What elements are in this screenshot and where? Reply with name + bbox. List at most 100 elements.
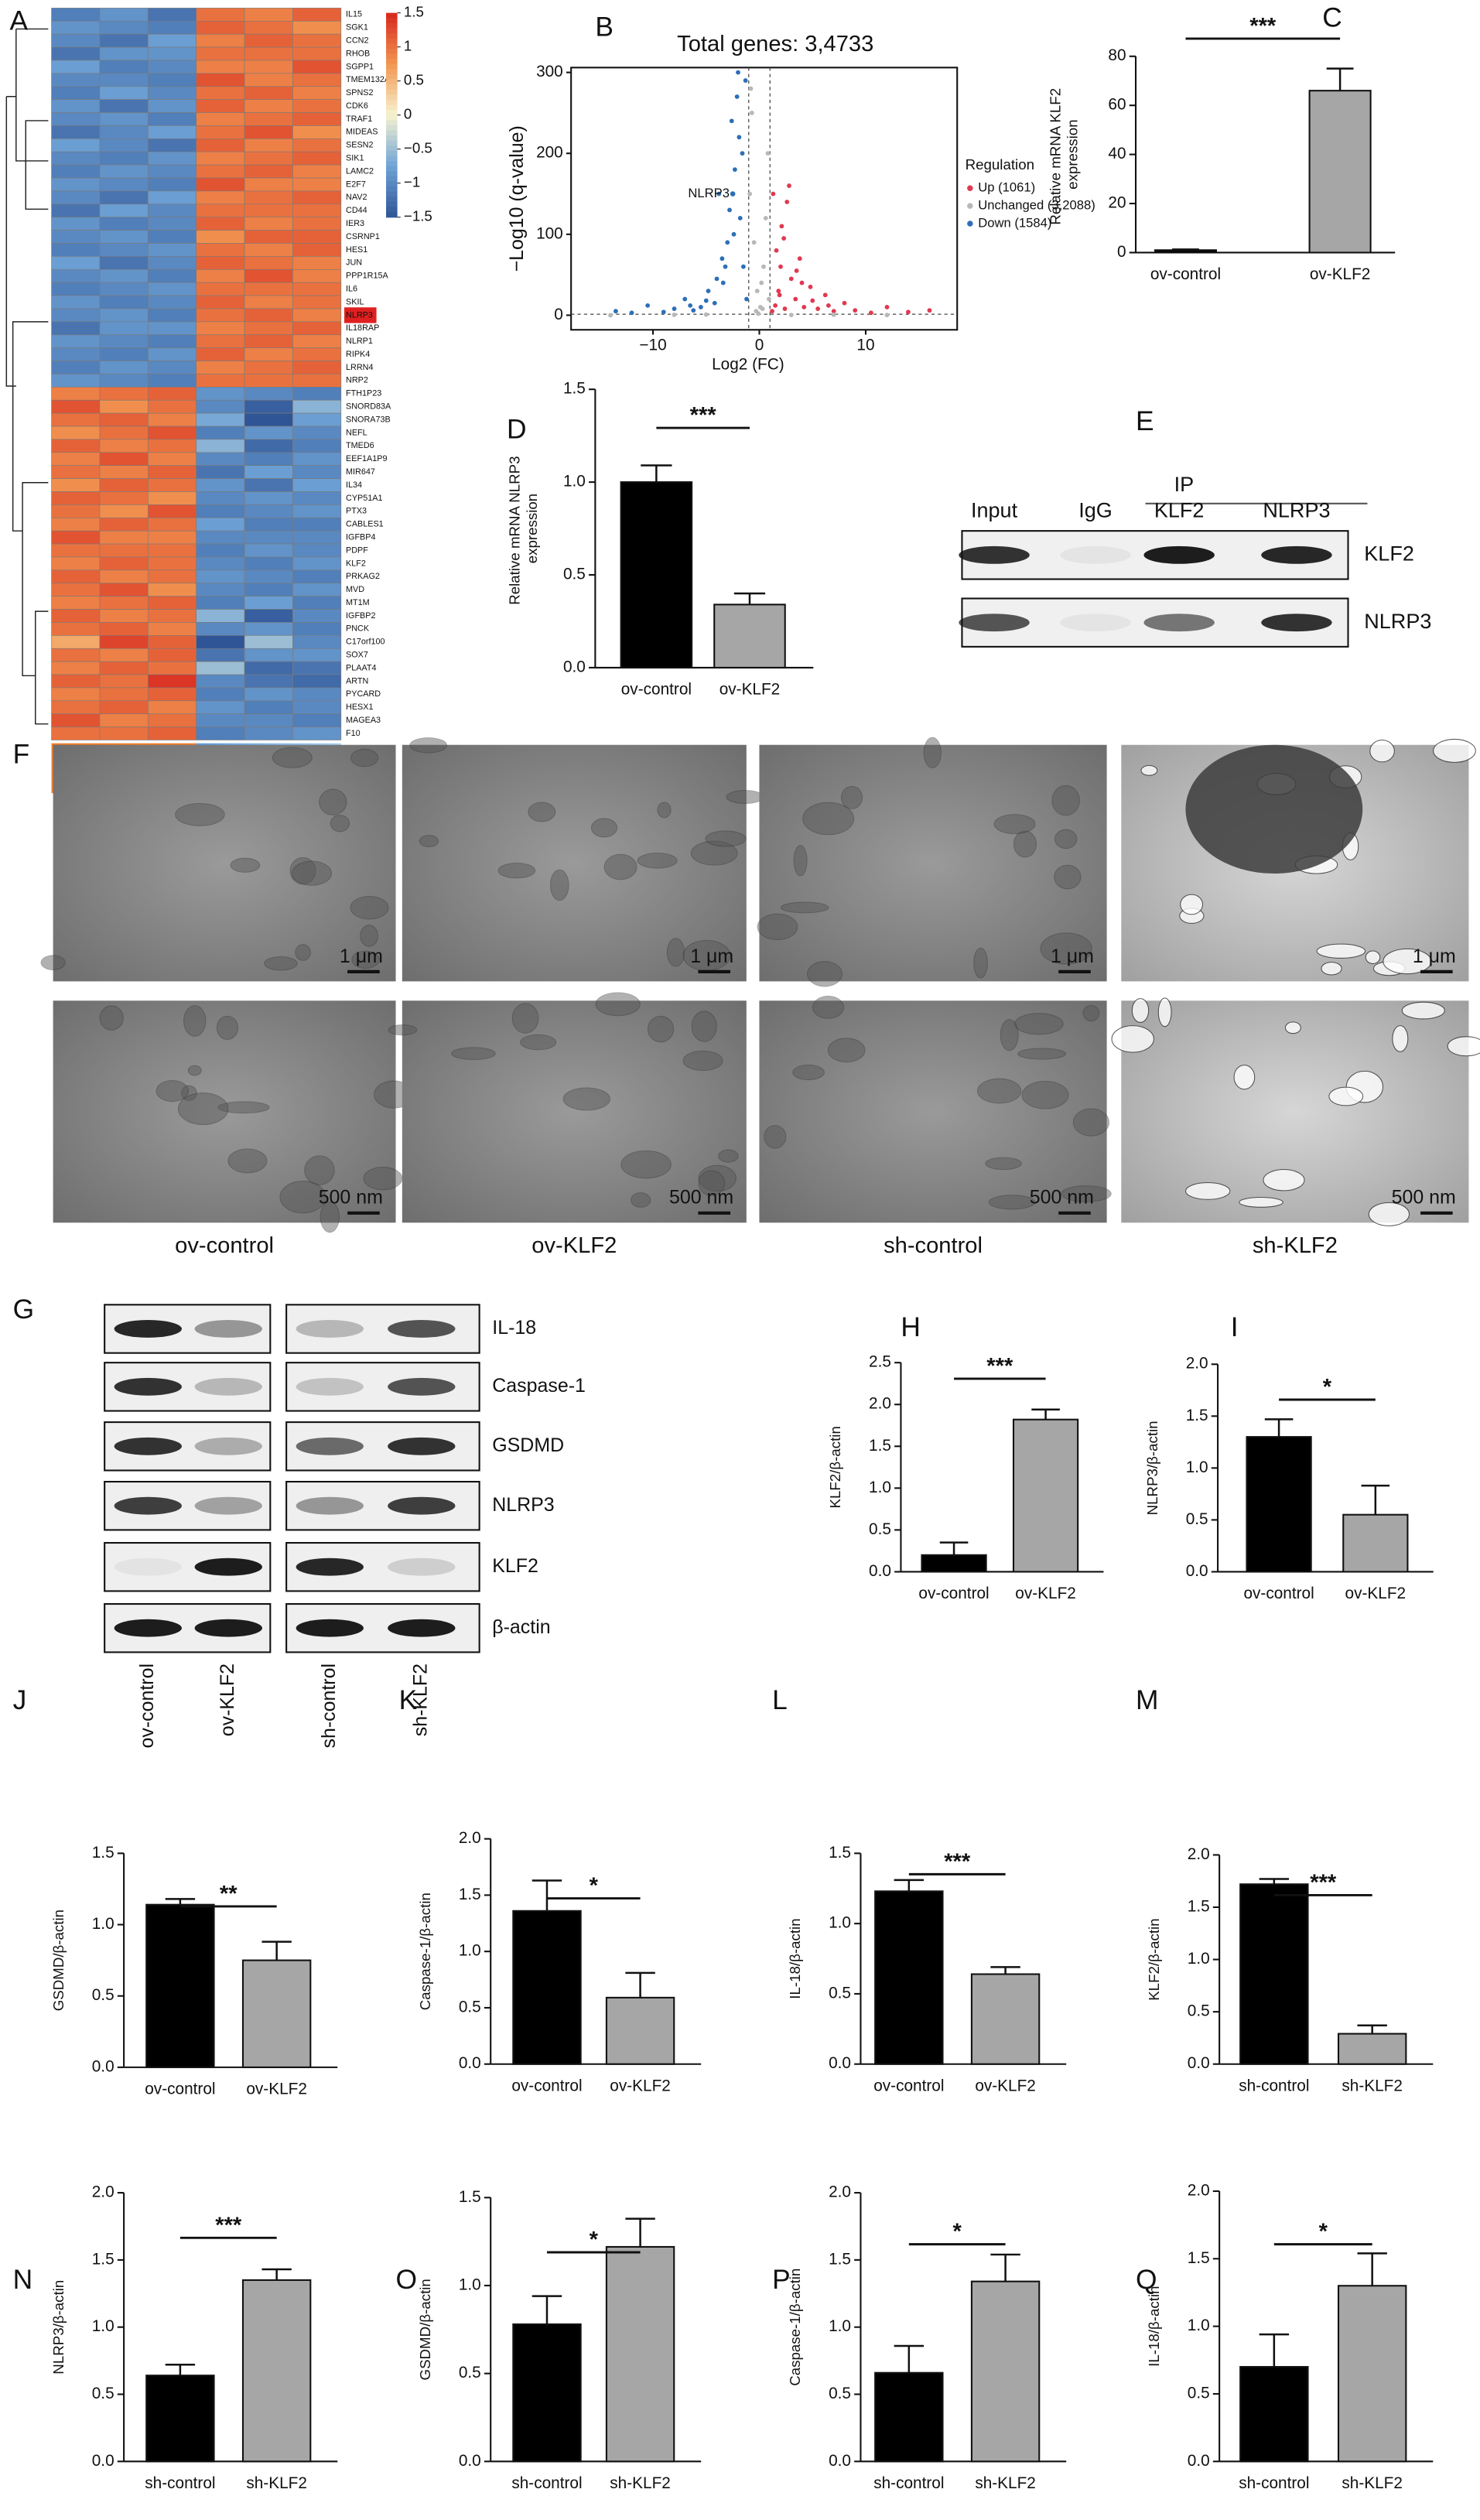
significance-label: *** <box>690 403 717 428</box>
heatmap-cell <box>147 504 197 518</box>
organelle <box>264 956 298 971</box>
micrographs: F 1 μm 1 μm 1 μm 1 μm 500 nm 500 nm 500 nm 500 n… <box>13 737 1480 1258</box>
organelle <box>1368 1202 1410 1226</box>
y-tick-label: 1.5 <box>92 1844 115 1862</box>
organelle <box>227 1148 268 1174</box>
point <box>725 240 730 245</box>
heatmap-cell <box>99 177 149 192</box>
blot-band <box>194 1377 262 1396</box>
blot-g: G IL-18 Caspase-1 GSDMD NLRP3 KLF2 β-actin ov-c… <box>13 1294 586 1749</box>
row-label: NLRP3 <box>346 310 373 320</box>
x-tick-label: sh-KLF2 <box>610 2474 671 2492</box>
point <box>788 276 794 282</box>
organelle <box>1131 998 1150 1023</box>
colorbar-slice <box>386 89 398 95</box>
organelle <box>1392 1025 1409 1052</box>
heatmap-cell <box>99 569 149 584</box>
row-label: MT1M <box>346 598 370 607</box>
y-tick-label: 0.5 <box>869 1520 891 1538</box>
x-tick-label: ov-control <box>1243 1585 1314 1602</box>
heatmap-cell <box>99 308 149 323</box>
blot-band <box>388 1377 456 1396</box>
y-axis-label: Relative mRNA NLRP3 expression <box>507 452 540 604</box>
panel-label: J <box>13 1685 27 1715</box>
heatmap-cell <box>99 543 149 558</box>
organelle <box>292 860 332 886</box>
blot-band <box>296 1320 364 1338</box>
bar <box>1308 90 1372 254</box>
row-label: HES1 <box>346 245 367 255</box>
row-label: TRAF1 <box>346 115 372 124</box>
point <box>608 313 613 318</box>
row-label: MIR647 <box>346 467 375 477</box>
heatmap-cell <box>147 530 197 545</box>
colorbar-tick-label: −1 <box>404 174 420 190</box>
point <box>842 300 847 306</box>
organelle <box>840 785 863 809</box>
blot-band <box>296 1496 364 1515</box>
heatmap-cell <box>196 46 245 61</box>
point <box>868 310 873 316</box>
heatmap-cell <box>99 387 149 401</box>
organelle <box>1040 932 1092 965</box>
heatmap-cell <box>292 596 342 610</box>
heatmap-cell <box>147 674 197 689</box>
heatmap-cell <box>147 217 197 231</box>
organelle <box>1316 943 1366 959</box>
row-label: CD44 <box>346 206 367 215</box>
organelle <box>973 947 988 979</box>
heatmap-cell <box>196 99 245 113</box>
organelle <box>595 992 641 1017</box>
heatmap-cell <box>244 256 293 270</box>
heatmap-cell <box>51 230 101 244</box>
point <box>884 305 890 309</box>
y-tick-label: 0.5 <box>1188 2002 1210 2020</box>
heatmap-cell <box>292 177 342 192</box>
highlight-box <box>344 307 377 323</box>
row-label: PLAAT4 <box>346 663 376 672</box>
row-label: CSRNP1 <box>346 232 380 241</box>
row-label: TMED6 <box>346 441 374 450</box>
point <box>782 306 788 311</box>
y-tick-label: 0.0 <box>1188 2054 1210 2072</box>
heatmap-cell <box>147 556 197 571</box>
heatmap-cell <box>147 282 197 296</box>
heatmap-cell <box>196 268 245 283</box>
bar <box>1154 249 1218 254</box>
colorbar-slice <box>386 59 398 65</box>
organelle <box>993 814 1036 835</box>
y-tick-label: 0.5 <box>829 1984 851 2002</box>
heatmap-cell <box>147 361 197 374</box>
significance-label: * <box>590 2228 599 2252</box>
organelle <box>698 1164 737 1192</box>
significance-label: *** <box>944 1850 971 1875</box>
blot-column-label: ov-control <box>136 1663 158 1748</box>
micrograph-column-label: ov-KLF2 <box>532 1233 617 1258</box>
y-tick-label: 1.5 <box>92 2250 115 2268</box>
heatmap-cell <box>292 687 342 702</box>
heatmap-cell <box>51 268 101 283</box>
heatmap-cell <box>99 86 149 100</box>
organelle <box>1054 829 1078 850</box>
colorbar-slice <box>386 22 398 29</box>
y-axis-label: Relative mRNA KLF2 expression <box>1047 84 1080 225</box>
y-axis-label: NLRP3/β-actin <box>1144 1421 1160 1515</box>
heatmap-cell <box>99 46 149 61</box>
point <box>743 78 748 83</box>
point <box>688 303 693 308</box>
point <box>754 289 760 293</box>
significance-label: *** <box>1249 14 1277 39</box>
heatmap-cell <box>244 569 293 584</box>
point <box>732 167 737 173</box>
heatmap-cell <box>51 687 101 702</box>
organelle <box>726 790 764 804</box>
blot-band <box>114 1557 182 1576</box>
y-tick-label: 20 <box>1108 194 1126 212</box>
heatmap-cell <box>244 334 293 348</box>
heatmap-cell <box>244 517 293 532</box>
point <box>740 151 745 156</box>
micrograph <box>53 1000 396 1223</box>
heatmap-cell <box>196 399 245 414</box>
y-tick-label: 100 <box>536 224 563 242</box>
y-tick-label: 0.5 <box>92 2385 115 2402</box>
